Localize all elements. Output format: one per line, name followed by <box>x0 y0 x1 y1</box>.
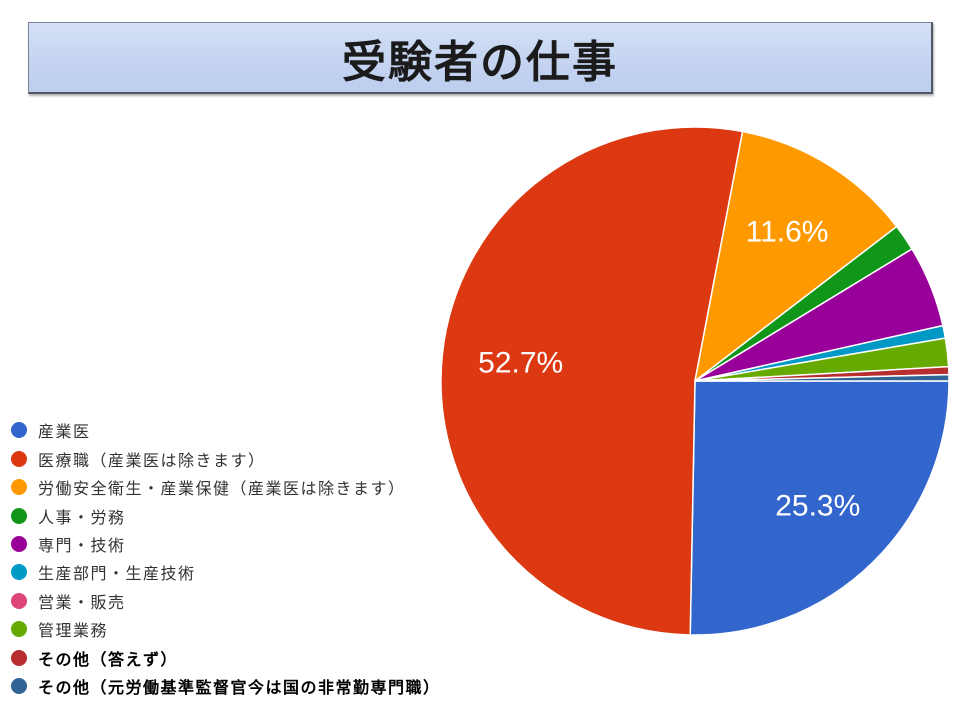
legend-swatch <box>11 422 27 439</box>
legend-label: 医療職（産業医は除きます） <box>38 450 266 470</box>
legend-label: 専門・技術 <box>38 535 126 555</box>
data-label: 25.3% <box>775 490 860 523</box>
title-banner: 受験者の仕事 <box>28 22 933 94</box>
legend-item: その他（答えず） <box>11 644 441 672</box>
legend-item: 専門・技術 <box>11 530 441 558</box>
legend-label: 管理業務 <box>38 621 109 641</box>
legend-label: その他（元労働基準監督官今は国の非常勤専門職） <box>38 678 441 698</box>
legend-label: 営業・販売 <box>38 592 126 612</box>
legend-item: 医療職（産業医は除きます） <box>11 444 441 472</box>
legend-swatch <box>11 649 27 666</box>
legend-label: 産業医 <box>38 422 91 442</box>
pie-slice <box>694 373 950 382</box>
legend-label: その他（答えず） <box>38 649 179 669</box>
legend-item: 生産部門・生産技術 <box>11 558 441 586</box>
legend-label: 生産部門・生産技術 <box>38 564 196 584</box>
pie-slice <box>694 130 898 382</box>
legend-item: その他（元労働基準監督官今は国の非常勤専門職） <box>11 672 441 700</box>
legend-label: 人事・労務 <box>38 507 126 527</box>
legend-item: 営業・販売 <box>11 587 441 615</box>
legend-item: 労働安全衛生・産業保健（産業医は除きます） <box>11 473 441 501</box>
legend-item: 管理業務 <box>11 615 441 643</box>
legend-swatch <box>11 621 27 638</box>
legend-swatch <box>11 592 27 609</box>
data-label: 11.6% <box>746 215 829 248</box>
legend-swatch <box>11 479 27 496</box>
legend-label: 労働安全衛生・産業保健（産業医は除きます） <box>38 479 406 499</box>
legend: 産業医 医療職（産業医は除きます） 労働安全衛生・産業保健（産業医は除きます） … <box>11 416 441 700</box>
pie-slice <box>689 380 950 636</box>
legend-swatch <box>11 450 27 467</box>
slide-title: 受験者の仕事 <box>342 36 618 88</box>
legend-item: 産業医 <box>11 416 441 444</box>
pie-chart: 25.3% 52.7% 11.6% <box>440 126 950 636</box>
legend-swatch <box>11 507 27 524</box>
data-label: 52.7% <box>478 346 563 379</box>
pie-slice <box>440 126 744 636</box>
legend-swatch <box>11 678 27 695</box>
legend-swatch <box>11 564 27 581</box>
legend-swatch <box>11 535 27 552</box>
legend-item: 人事・労務 <box>11 501 441 529</box>
